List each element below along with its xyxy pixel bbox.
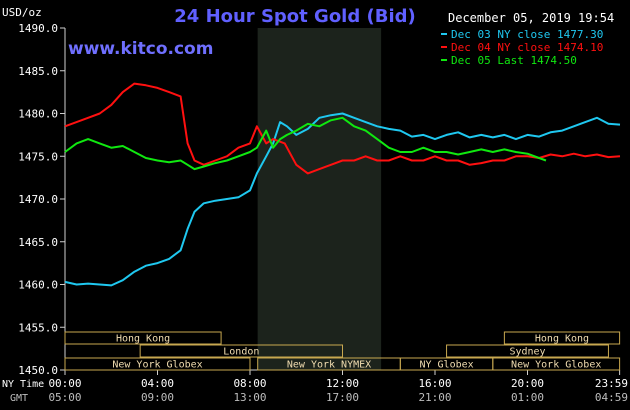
y-tick-label: 1480.0 [18,108,58,121]
session-box [503,331,621,345]
x-tick-label-gmt: 01:00 [511,391,544,404]
session-box [139,344,343,358]
y-tick-label: 1470.0 [18,193,58,206]
gmt-row-label: GMT [10,393,28,404]
y-tick-label: 1465.0 [18,236,58,249]
session-label: New York Globex [112,360,202,371]
x-tick-label-gmt: 09:00 [141,391,174,404]
legend-label-dec04: Dec 04 NY close 1474.10 [451,41,603,54]
x-tick-label-ny: 20:00 [511,377,544,390]
session-label: Hong Kong [116,334,170,345]
price-series [64,82,621,287]
x-tick-label-ny: 04:00 [141,377,174,390]
y-tick-label: 1485.0 [18,65,58,78]
session-box [64,357,251,371]
series-line-0 [64,112,621,287]
session-label: Sydney [509,347,545,358]
session-box [492,357,621,371]
session-box [64,331,222,345]
x-tick-label-gmt: 21:00 [418,391,451,404]
x-tick-label-gmt: 05:00 [48,391,81,404]
y-axis-ticks: 1450.0 1455.0 1460.0 1465.0 1470.0 1475.0 1480… [18,22,65,377]
x-tick-label-ny: 12:00 [326,377,359,390]
nymex-session-band [257,28,382,370]
session-label: London [223,347,259,358]
legend-label-dec03: Dec 03 NY close 1477.30 [451,28,603,41]
x-tick-label-gmt: 13:00 [233,391,266,404]
series-line-2 [64,116,547,171]
market-sessions: Hong Kong Hong Kong London Sydney New York G… [64,331,621,371]
session-label: NY Globex [419,360,473,371]
x-tick-label-gmt: 17:00 [326,391,359,404]
y-tick-label: 1450.0 [18,364,58,377]
chart-title: 24 Hour Spot Gold (Bid) [174,6,415,27]
session-label: New York Globex [511,360,601,371]
x-tick-label-ny: 23:59 [595,377,628,390]
x-tick-label-ny: 08:00 [233,377,266,390]
y-tick-label: 1475.0 [18,150,58,163]
website-label: www.kitco.com [68,39,213,59]
session-label: New York NYMEX [287,360,371,371]
legend: Dec 03 NY close 1477.30 Dec 04 NY close … [441,28,603,67]
session-label: Hong Kong [535,334,589,345]
series-line-1 [64,82,621,175]
x-tick-label-ny: 16:00 [418,377,451,390]
datetime-label: December 05, 2019 19:54 [448,11,614,25]
y-tick-label: 1460.0 [18,279,58,292]
ny-time-row-label: NY Time [2,379,44,390]
session-box [446,344,609,358]
y-unit-label: USD/oz [2,6,42,19]
x-tick-label-gmt: 04:59 [595,391,628,404]
y-tick-label: 1455.0 [18,321,58,334]
x-tick-label-ny: 00:00 [48,377,81,390]
legend-label-dec05: Dec 05 Last 1474.50 [451,54,577,67]
y-tick-label: 1490.0 [18,22,58,35]
